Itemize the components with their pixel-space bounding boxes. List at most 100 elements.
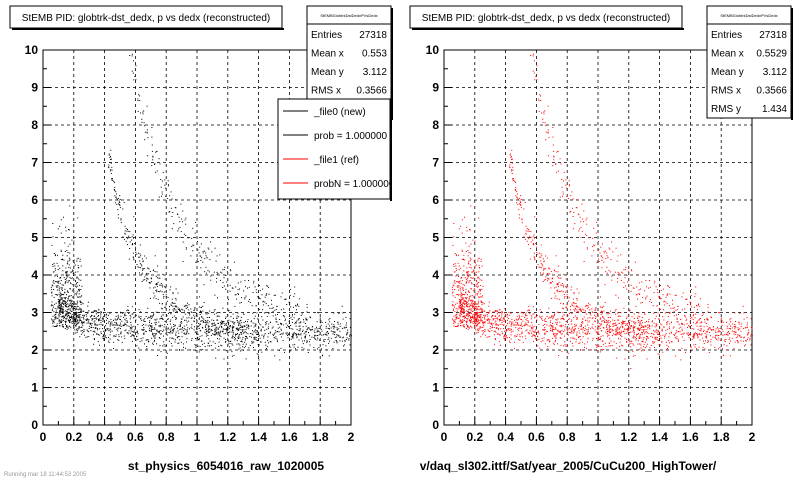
data-point [478, 320, 480, 322]
data-point [653, 330, 654, 332]
data-point [150, 315, 152, 317]
data-point [536, 246, 537, 248]
data-point [690, 323, 691, 324]
data-point [309, 338, 311, 340]
data-point [543, 337, 545, 339]
data-point [471, 300, 473, 302]
data-point [102, 320, 104, 322]
data-point [452, 244, 454, 246]
data-point [510, 321, 512, 323]
data-point [654, 331, 656, 333]
data-point [98, 334, 99, 336]
data-point [509, 336, 510, 338]
data-point [171, 332, 173, 334]
data-point [576, 331, 578, 333]
data-point [639, 323, 641, 325]
data-point [156, 277, 158, 279]
data-point [480, 336, 482, 338]
data-point [171, 337, 173, 339]
data-point [98, 315, 99, 317]
data-point [156, 170, 158, 172]
data-point [726, 333, 728, 335]
data-point [542, 325, 544, 326]
data-point [707, 311, 709, 313]
data-point [240, 322, 242, 324]
data-point [515, 195, 517, 197]
data-point [690, 302, 692, 304]
data-point [348, 339, 350, 341]
data-point [67, 252, 69, 253]
data-point [156, 271, 158, 273]
data-point [280, 330, 282, 332]
data-point [747, 333, 749, 335]
data-point [470, 277, 472, 278]
data-point [488, 312, 490, 314]
data-point [132, 334, 134, 336]
data-point [707, 328, 709, 330]
data-point [81, 322, 83, 323]
data-point [301, 313, 303, 315]
data-point [136, 253, 138, 255]
data-point [580, 236, 582, 238]
data-point [136, 336, 138, 338]
data-point [113, 189, 115, 190]
data-point [558, 291, 560, 292]
data-point [477, 316, 479, 318]
data-point [561, 307, 563, 309]
data-point [123, 335, 125, 337]
data-point [69, 320, 71, 322]
data-point [604, 302, 606, 303]
data-point [608, 327, 610, 329]
data-point [567, 324, 569, 325]
grid [444, 50, 752, 425]
data-point [529, 235, 531, 237]
data-point [711, 329, 713, 331]
data-point [62, 324, 64, 326]
data-point [328, 355, 330, 357]
data-point [643, 337, 645, 338]
data-point [335, 340, 337, 341]
data-point [62, 315, 64, 317]
data-point [245, 324, 247, 326]
data-point [214, 324, 216, 326]
data-point [169, 289, 171, 291]
data-point [297, 346, 299, 348]
data-point [623, 269, 625, 271]
data-point [184, 334, 186, 335]
data-point [196, 345, 198, 347]
data-point [457, 325, 458, 327]
data-point [608, 335, 610, 336]
data-point [268, 286, 270, 288]
data-point [106, 329, 108, 331]
data-point [216, 273, 218, 275]
data-point [453, 223, 455, 224]
data-point [219, 332, 221, 334]
data-point [245, 345, 247, 347]
data-point [160, 283, 162, 284]
data-point [679, 331, 681, 333]
data-point [152, 332, 153, 334]
data-point [290, 325, 292, 326]
data-point [116, 324, 118, 326]
data-point [633, 331, 635, 333]
data-point [527, 230, 529, 232]
data-point [157, 298, 159, 300]
data-point [731, 330, 733, 332]
data-point [618, 315, 620, 317]
data-point [518, 330, 520, 332]
data-point [185, 347, 186, 349]
data-point [100, 323, 102, 325]
data-point [683, 332, 685, 334]
data-point [693, 344, 695, 346]
data-point [479, 309, 481, 311]
data-point [305, 331, 307, 333]
data-point [544, 268, 546, 270]
data-point [76, 321, 78, 323]
data-point [298, 305, 300, 307]
data-point [222, 330, 224, 332]
data-point [245, 335, 246, 337]
data-point [152, 314, 154, 316]
data-point [61, 298, 63, 300]
data-point [92, 330, 94, 332]
data-point [66, 291, 68, 293]
